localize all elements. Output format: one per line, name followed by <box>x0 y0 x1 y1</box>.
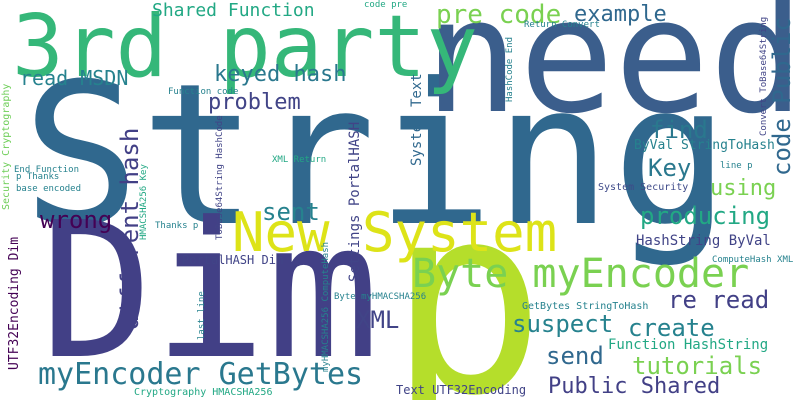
word-using: using <box>710 178 776 200</box>
word-p-thanks: p Thanks <box>16 173 59 182</box>
word-computehash-xml: ComputeHash XML <box>712 256 793 265</box>
word-last-line: last line <box>198 291 207 340</box>
word-wrong: wrong <box>40 208 112 232</box>
word-keyed-hash: keyed hash <box>214 64 346 86</box>
word-suspect: suspect <box>512 312 613 336</box>
word-send: send <box>546 344 604 368</box>
word-utf32encoding-dim: UTF32Encoding Dim <box>8 237 21 370</box>
word-byval-stringtohash: ByVal StringToHash <box>634 139 775 152</box>
word-sent: sent <box>262 200 320 224</box>
word-shared-function: Shared Function <box>152 2 315 20</box>
word-myencoder-getbytes: myEncoder GetBytes <box>38 360 363 390</box>
word-portalhash-dim: PortalHASH Dim <box>182 254 283 266</box>
word-tobase64string-hashcode: ToBase64String HashCode <box>216 115 225 240</box>
word-hashcode-end: HashCode End <box>506 37 515 102</box>
word-getbytes-stringtohash: GetBytes StringToHash <box>522 302 648 312</box>
word-code-public: code Public <box>770 17 794 176</box>
word-security-cryptography: Security Cryptography <box>2 84 12 210</box>
word-myhmacsha256-computehash: myHMACSHA256 ComputeHash <box>322 242 331 372</box>
word-system-security: System Security <box>598 183 688 193</box>
word-read-msdn: read MSDN <box>20 68 128 88</box>
word-byte-myhmacsha256: Byte myHMACSHA256 <box>334 293 426 302</box>
word-xml: XML <box>356 308 399 332</box>
word-function-hashstring: Function HashString <box>608 338 768 352</box>
word-producing: producing <box>640 204 770 228</box>
word-line-p: line p <box>720 162 753 171</box>
word-xml-return: XML Return <box>272 156 326 165</box>
word-settings-portalhash: Settings PortalHASH <box>348 122 362 282</box>
word-public-shared: Public Shared <box>548 376 720 398</box>
word-hmacsha256-key: HMACSHA256 Key <box>140 164 149 240</box>
word-system-text: System Text <box>410 73 424 166</box>
word-hashstring-byval: HashString ByVal <box>636 234 771 248</box>
word-convert-tobase64string: Convert ToBase64String <box>760 17 769 136</box>
word-cryptography-hmacsha256: Cryptography HMACSHA256 <box>134 388 272 398</box>
word-return-convert: Return Convert <box>524 21 600 30</box>
word-key: Key <box>648 156 691 180</box>
word-code-pre: code pre <box>364 1 407 10</box>
word-thanks-p: Thanks p <box>155 222 198 231</box>
word-base-encoded: base encoded <box>16 185 81 194</box>
word-re-read: re read <box>668 288 769 312</box>
word-text-utf32encoding: Text UTF32Encoding <box>396 384 526 396</box>
word-function-code: Function code <box>168 88 238 97</box>
